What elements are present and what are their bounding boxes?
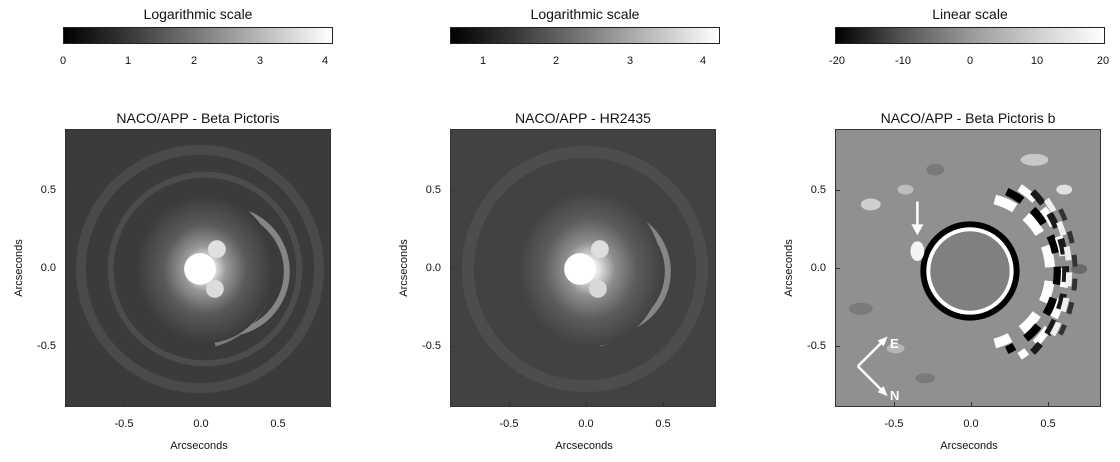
colorbar-title: Logarithmic scale (143, 6, 253, 22)
y-tick-mark (450, 346, 455, 347)
colorbar-tick: 3 (626, 55, 634, 67)
x-axis-label: Arcseconds (170, 440, 228, 452)
x-tick-mark (894, 402, 895, 407)
colorbar-tick: 4 (699, 55, 707, 67)
residual-rendering (836, 130, 1100, 406)
x-tick-mark (201, 402, 202, 407)
colorbar-tick: 1 (479, 55, 487, 67)
y-tick-mark (835, 190, 840, 191)
x-tick-label: 0.0 (578, 418, 594, 430)
colorbar (63, 27, 333, 44)
x-tick-label: -0.5 (114, 418, 134, 430)
y-tick-label: 0.0 (810, 262, 826, 274)
compass-north-label: N (890, 388, 900, 403)
x-tick-label: 0.0 (193, 418, 209, 430)
image-title: NACO/APP - HR2435 (515, 110, 651, 126)
x-axis-label: Arcseconds (940, 440, 998, 452)
colorbar (450, 27, 720, 44)
y-tick-label: 0.0 (425, 262, 441, 274)
panel-beta-pictoris-b: Linear scale -20 -10 0 10 20 NACO/APP - … (770, 0, 1120, 462)
panel-hr2435: Logarithmic scale 1 2 3 4 NACO/APP - HR2… (385, 0, 755, 462)
x-tick-mark (124, 402, 125, 407)
x-tick-label: 0.5 (1040, 418, 1056, 430)
y-axis-label: Arcseconds (783, 239, 795, 297)
colorbar-tick: 10 (1030, 55, 1044, 67)
residual-image: E N (835, 129, 1101, 407)
y-tick-label: -0.5 (422, 340, 441, 352)
x-tick-mark (971, 402, 972, 407)
colorbar-tick: -20 (829, 55, 845, 67)
colorbar-tick: 2 (552, 55, 560, 67)
colorbar-title: Logarithmic scale (530, 6, 640, 22)
y-axis-label: Arcseconds (13, 239, 25, 297)
x-tick-label: 0.5 (270, 418, 286, 430)
colorbar-tick: 0 (966, 55, 974, 67)
x-tick-mark (278, 402, 279, 407)
y-tick-label: -0.5 (37, 340, 56, 352)
y-tick-mark (835, 268, 840, 269)
y-tick-label: 0.5 (810, 184, 826, 196)
x-tick-mark (663, 402, 664, 407)
y-tick-mark (835, 346, 840, 347)
x-tick-label: 0.5 (655, 418, 671, 430)
y-tick-label: -0.5 (807, 340, 826, 352)
psf-image (65, 129, 331, 407)
y-tick-mark (65, 190, 70, 191)
psf-rendering (451, 130, 715, 406)
colorbar-tick: 4 (321, 55, 329, 67)
x-axis-label: Arcseconds (555, 440, 613, 452)
y-tick-mark (65, 346, 70, 347)
colorbar-tick: 1 (124, 55, 132, 67)
x-tick-mark (509, 402, 510, 407)
compass-east-label: E (890, 336, 899, 351)
psf-rendering (66, 130, 330, 406)
y-tick-label: 0.0 (40, 262, 56, 274)
colorbar-tick: 20 (1096, 55, 1110, 67)
y-tick-mark (450, 190, 455, 191)
x-tick-mark (586, 402, 587, 407)
colorbar-tick: 2 (190, 55, 198, 67)
x-tick-label: 0.0 (963, 418, 979, 430)
colorbar-tick: 3 (256, 55, 264, 67)
colorbar-title: Linear scale (932, 6, 1008, 22)
image-title: NACO/APP - Beta Pictoris (116, 110, 280, 126)
y-axis-label: Arcseconds (398, 239, 410, 297)
colorbar-tick: -10 (895, 55, 911, 67)
x-tick-label: -0.5 (884, 418, 904, 430)
y-tick-mark (450, 268, 455, 269)
colorbar (835, 27, 1105, 44)
image-title: NACO/APP - Beta Pictoris b (880, 110, 1056, 126)
x-tick-label: -0.5 (499, 418, 519, 430)
x-tick-mark (1048, 402, 1049, 407)
y-tick-label: 0.5 (40, 184, 56, 196)
colorbar-tick: 0 (59, 55, 67, 67)
panel-beta-pictoris: Logarithmic scale 0 1 2 3 4 NACO/APP - B… (0, 0, 370, 462)
y-tick-mark (65, 268, 70, 269)
y-tick-label: 0.5 (425, 184, 441, 196)
psf-image (450, 129, 716, 407)
